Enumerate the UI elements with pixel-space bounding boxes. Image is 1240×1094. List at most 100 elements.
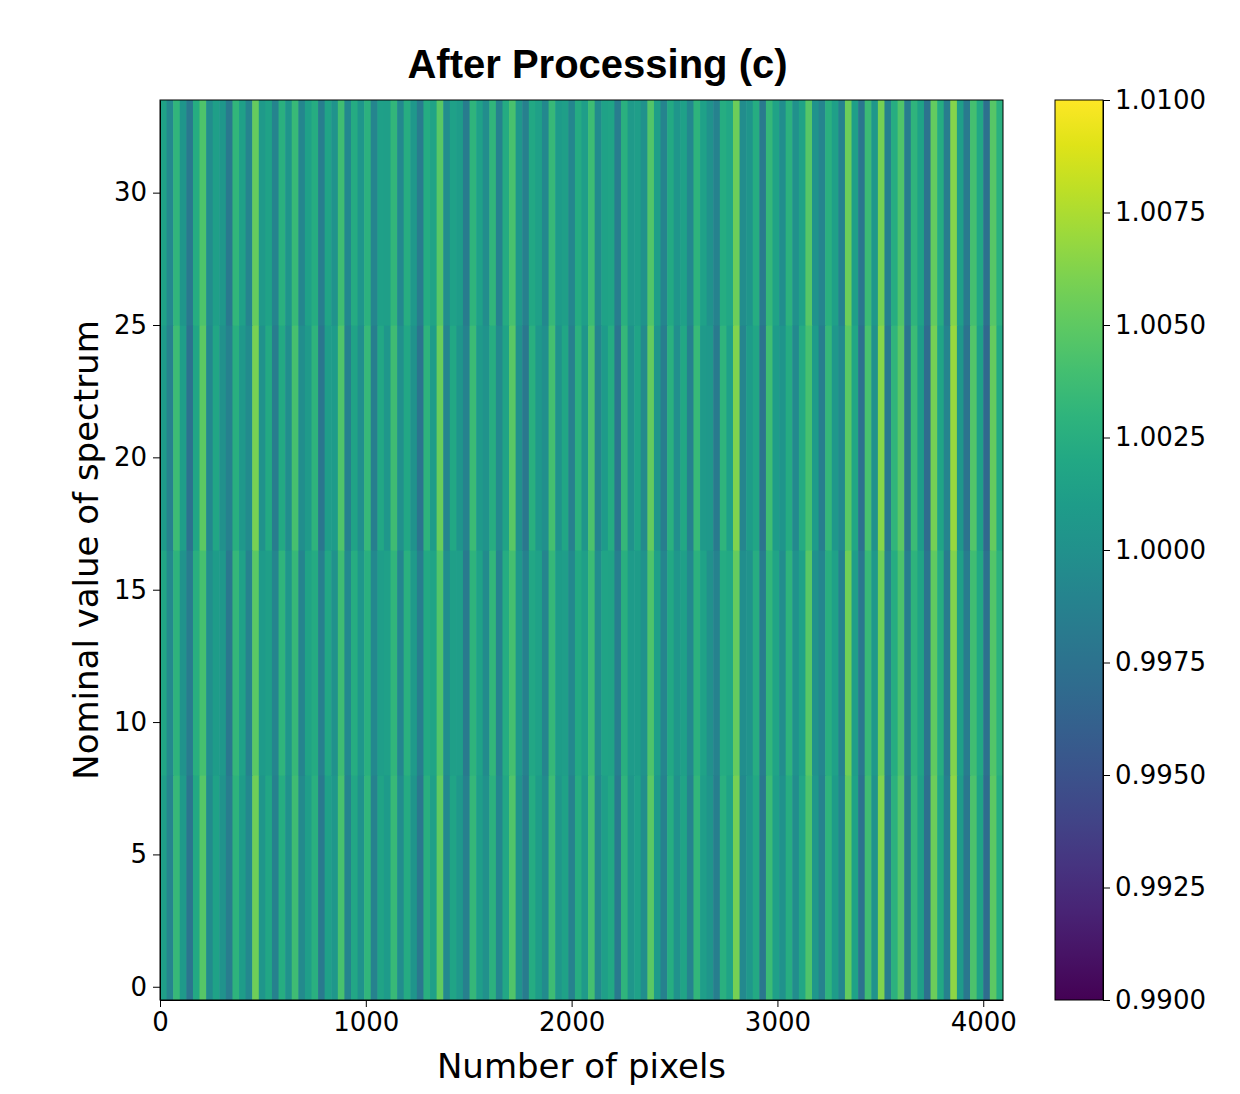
heatmap-cell — [391, 325, 398, 551]
y-axis-title: Nominal value of spectrum — [66, 320, 106, 780]
heatmap-cell — [568, 550, 575, 776]
heatmap-cell — [937, 100, 944, 326]
heatmap-cell — [608, 775, 615, 1000]
heatmap-cell — [983, 325, 990, 551]
heatmap-cell — [232, 775, 239, 1000]
heatmap-cell — [437, 550, 444, 776]
heatmap-cell — [200, 100, 207, 326]
x-axis-title: Number of pixels — [437, 1046, 726, 1086]
heatmap-cell — [167, 550, 174, 776]
heatmap-cell — [423, 100, 430, 326]
heatmap-cell — [641, 325, 648, 551]
heatmap-cell — [917, 100, 924, 326]
heatmap-cell — [693, 775, 700, 1000]
heatmap-cell — [252, 775, 259, 1000]
heatmap-cell — [963, 325, 970, 551]
heatmap-cell — [265, 100, 272, 326]
heatmap-cell — [740, 775, 747, 1000]
heatmap-cell — [904, 325, 911, 551]
heatmap-cell — [443, 550, 450, 776]
heatmap-cell — [318, 550, 325, 776]
axis-line — [160, 101, 161, 1001]
heatmap-cell — [509, 775, 516, 1000]
heatmap-cell — [167, 100, 174, 326]
heatmap-cell — [160, 325, 167, 551]
tick: 1000 — [333, 1000, 399, 1037]
heatmap-cell — [292, 100, 299, 326]
heatmap-cell — [904, 775, 911, 1000]
heatmap-cell — [529, 550, 536, 776]
heatmap-cell — [305, 325, 312, 551]
heatmap-cell — [911, 325, 918, 551]
heatmap-cell — [331, 775, 338, 1000]
heatmap-cell — [911, 550, 918, 776]
heatmap-cell — [450, 775, 457, 1000]
heatmap-cell — [720, 550, 727, 776]
heatmap-cell — [720, 775, 727, 1000]
heatmap-cell — [693, 550, 700, 776]
heatmap-cell — [746, 325, 753, 551]
heatmap-cell — [707, 100, 714, 326]
heatmap-cell — [924, 100, 931, 326]
heatmap-cell — [911, 775, 918, 1000]
heatmap-cell — [470, 775, 477, 1000]
heatmap-cell — [674, 775, 681, 1000]
tick-mark — [153, 722, 160, 723]
tick-mark — [153, 325, 160, 326]
heatmap-cell — [661, 325, 668, 551]
heatmap-cell — [687, 775, 694, 1000]
heatmap-cell — [812, 775, 819, 1000]
heatmap-cell — [990, 325, 997, 551]
heatmap-cell — [628, 775, 635, 1000]
heatmap-cell — [430, 550, 437, 776]
heatmap-cell — [417, 775, 424, 1000]
heatmap-cell — [825, 775, 832, 1000]
heatmap-cell — [772, 775, 779, 1000]
heatmap-cell — [766, 775, 773, 1000]
heatmap-cell — [489, 100, 496, 326]
heatmap-cell — [647, 100, 654, 326]
heatmap-cell — [996, 775, 1003, 1000]
heatmap-cell — [562, 550, 569, 776]
heatmap-cell — [759, 775, 766, 1000]
heatmap-cell — [917, 775, 924, 1000]
heatmap-cell — [450, 100, 457, 326]
heatmap-cell — [766, 100, 773, 326]
heatmap-cell — [693, 100, 700, 326]
tick-mark — [366, 1000, 367, 1007]
heatmap-cell — [779, 550, 786, 776]
heatmap-cell — [213, 775, 220, 1000]
tick: 10 — [114, 707, 160, 737]
heatmap-cell — [272, 100, 279, 326]
heatmap-cell — [200, 325, 207, 551]
heatmap-cell — [917, 325, 924, 551]
heatmap-cell — [990, 775, 997, 1000]
heatmap-cell — [832, 775, 839, 1000]
heatmap-cell — [601, 550, 608, 776]
heatmap-cell — [351, 325, 358, 551]
heatmap-cell — [259, 100, 266, 326]
heatmap-cell — [456, 550, 463, 776]
heatmap-cell — [483, 775, 490, 1000]
heatmap-cell — [246, 100, 253, 326]
heatmap-cell — [812, 325, 819, 551]
heatmap-cell — [904, 100, 911, 326]
heatmap-cell — [371, 325, 378, 551]
heatmap-cell — [845, 100, 852, 326]
heatmap-cell — [865, 100, 872, 326]
heatmap-cell — [364, 775, 371, 1000]
heatmap-cell — [351, 100, 358, 326]
heatmap-cell — [325, 775, 332, 1000]
tick-mark — [1103, 888, 1110, 889]
heatmap-cell — [358, 100, 365, 326]
heatmap-cell — [720, 100, 727, 326]
heatmap-cell — [437, 775, 444, 1000]
tick: 2000 — [539, 1000, 605, 1037]
heatmap-cell — [654, 325, 661, 551]
heatmap-cell — [667, 775, 674, 1000]
heatmap-cell — [502, 775, 509, 1000]
tick-label: 0.9925 — [1115, 872, 1206, 902]
heatmap-cell — [259, 550, 266, 776]
heatmap-cell — [311, 100, 318, 326]
heatmap-cell — [417, 100, 424, 326]
